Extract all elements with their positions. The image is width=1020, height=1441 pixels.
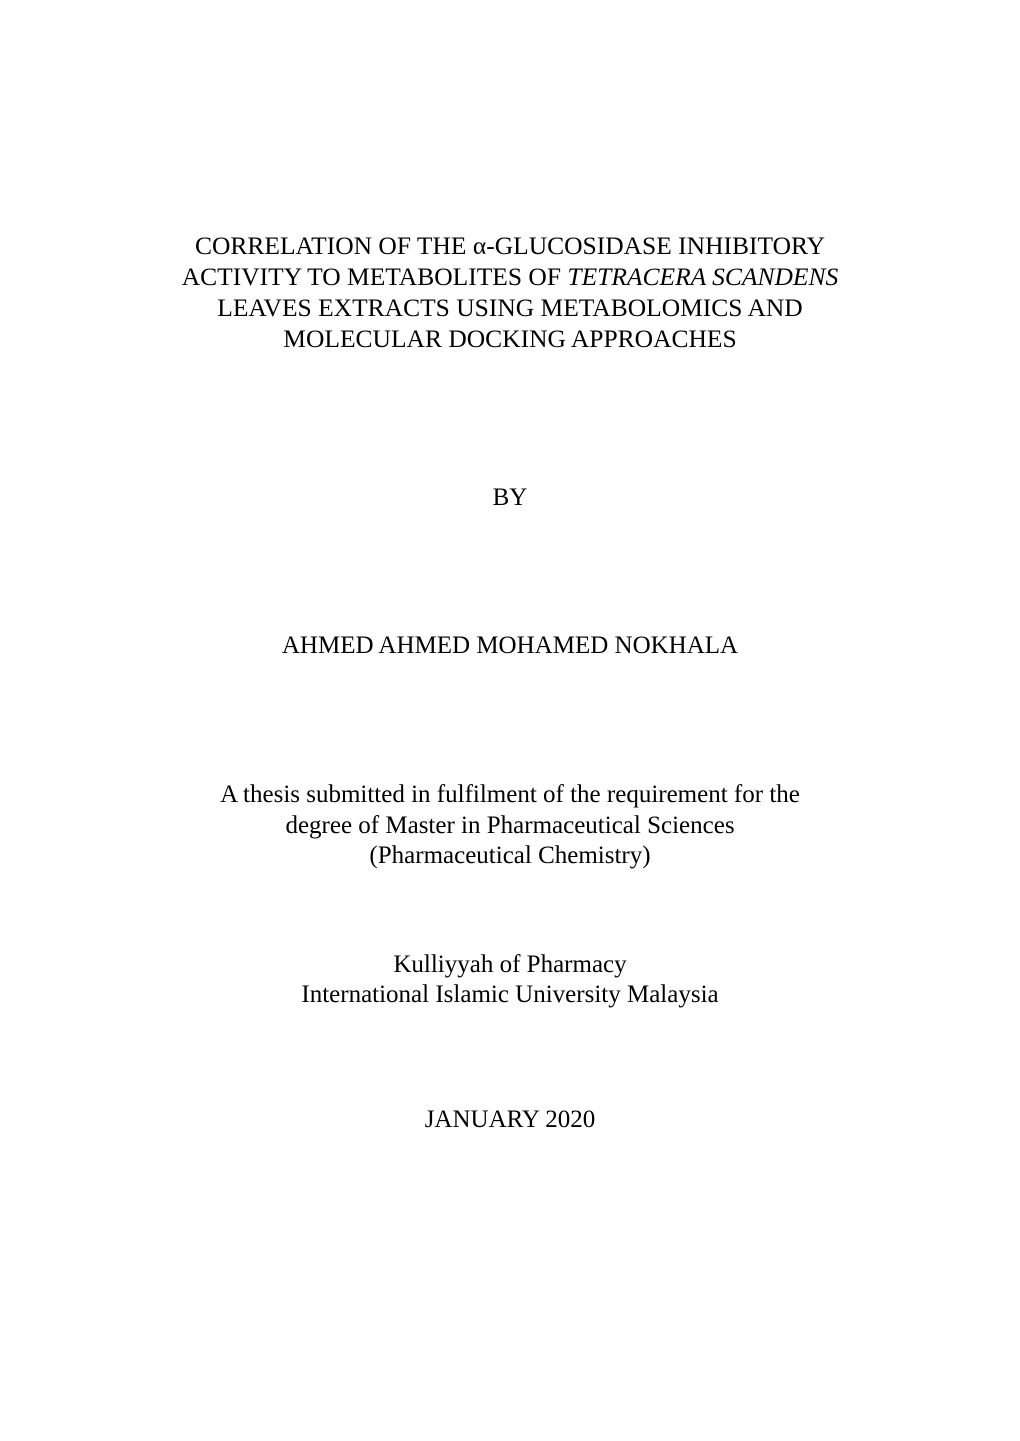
institution: Kulliyyah of Pharmacy International Isla… (120, 950, 900, 1011)
title-line-4: MOLECULAR DOCKING APPROACHES (283, 324, 736, 353)
title-line-2-pre: ACTIVITY TO METABOLITES OF (182, 262, 568, 291)
title-line-1: CORRELATION OF THE α-GLUCOSIDASE INHIBIT… (195, 231, 825, 260)
author-name: AHMED AHMED MOHAMED NOKHALA (120, 632, 900, 660)
thesis-date: JANUARY 2020 (120, 1106, 900, 1134)
submission-line-2: degree of Master in Pharmaceutical Scien… (285, 812, 734, 839)
submission-statement: A thesis submitted in fulfilment of the … (120, 780, 900, 872)
institution-line-1: Kulliyyah of Pharmacy (393, 951, 626, 978)
thesis-title: CORRELATION OF THE α-GLUCOSIDASE INHIBIT… (120, 230, 900, 354)
institution-line-2: International Islamic University Malaysi… (301, 981, 718, 1008)
thesis-title-page: CORRELATION OF THE α-GLUCOSIDASE INHIBIT… (0, 0, 1020, 1441)
title-line-2-italic: TETRACERA SCANDENS (567, 262, 838, 291)
submission-line-1: A thesis submitted in fulfilment of the … (220, 781, 800, 808)
by-label: BY (120, 484, 900, 512)
submission-line-3: (Pharmaceutical Chemistry) (369, 842, 650, 869)
title-line-3: LEAVES EXTRACTS USING METABOLOMICS AND (217, 293, 802, 322)
